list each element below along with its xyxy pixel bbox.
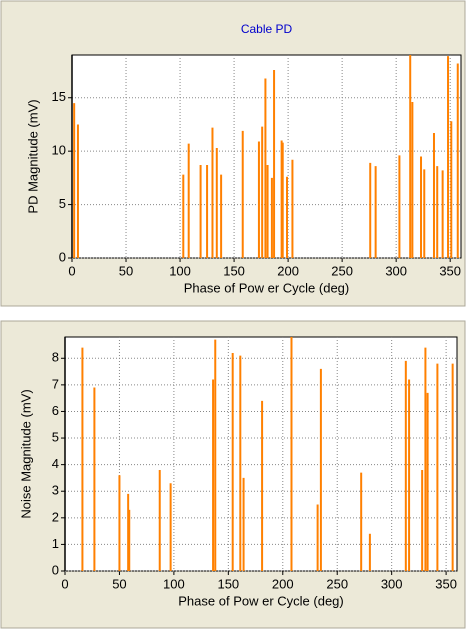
x-tick-label: 200 bbox=[272, 576, 294, 591]
x-tick-label: 50 bbox=[112, 576, 126, 591]
x-tick-label: 300 bbox=[385, 263, 407, 278]
y-axis-label: Noise Magnitude (mV) bbox=[18, 389, 33, 518]
x-tick-label: 350 bbox=[439, 263, 461, 278]
y-axis-label: PD Magnitude (mV) bbox=[25, 99, 40, 213]
x-tick-label: 150 bbox=[223, 263, 245, 278]
y-tick-label: 15 bbox=[52, 89, 66, 104]
y-tick-label: 2 bbox=[52, 509, 59, 524]
y-tick-label: 1 bbox=[52, 536, 59, 551]
plot-area bbox=[64, 336, 458, 572]
y-tick-label: 5 bbox=[52, 429, 59, 444]
y-tick-label: 0 bbox=[52, 562, 59, 577]
x-tick-label: 0 bbox=[61, 576, 68, 591]
x-tick-label: 300 bbox=[381, 576, 403, 591]
y-tick-label: 3 bbox=[52, 483, 59, 498]
y-tick-label: 8 bbox=[52, 350, 59, 365]
x-tick-label: 0 bbox=[68, 263, 75, 278]
x-tick-label: 150 bbox=[217, 576, 239, 591]
x-tick-label: 250 bbox=[326, 576, 348, 591]
x-tick-label: 250 bbox=[331, 263, 353, 278]
y-tick-label: 10 bbox=[52, 143, 66, 158]
y-tick-label: 0 bbox=[59, 249, 66, 264]
x-axis-label: Phase of Pow er Cycle (deg) bbox=[184, 280, 349, 295]
plot-area bbox=[71, 54, 462, 259]
x-tick-label: 50 bbox=[119, 263, 133, 278]
y-tick-label: 6 bbox=[52, 403, 59, 418]
chart-title: Cable PD bbox=[241, 22, 293, 36]
y-tick-label: 5 bbox=[59, 196, 66, 211]
y-tick-label: 7 bbox=[52, 376, 59, 391]
x-tick-label: 200 bbox=[277, 263, 299, 278]
x-tick-label: 100 bbox=[163, 576, 185, 591]
x-axis-label: Phase of Pow er Cycle (deg) bbox=[178, 593, 343, 608]
x-tick-label: 350 bbox=[435, 576, 457, 591]
y-tick-label: 4 bbox=[52, 456, 59, 471]
x-tick-label: 100 bbox=[169, 263, 191, 278]
